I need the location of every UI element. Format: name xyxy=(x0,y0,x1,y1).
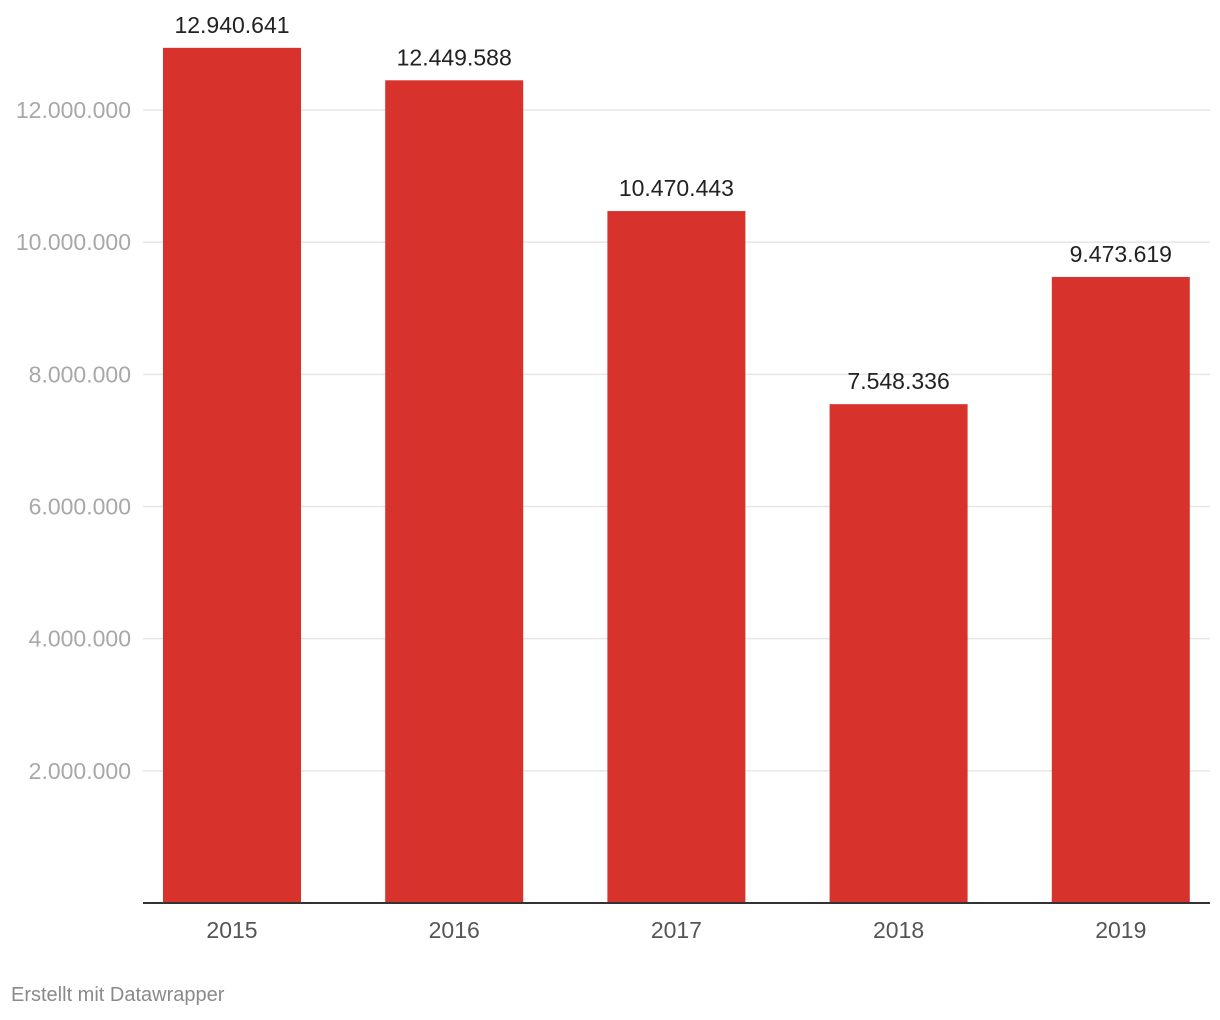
y-tick-label: 8.000.000 xyxy=(29,361,131,387)
data-labels: 12.940.641 12.449.588 10.470.443 7.548.336 9… xyxy=(174,12,1172,394)
y-tick-label: 12.000.000 xyxy=(16,97,131,123)
x-tick-label-2018: 2018 xyxy=(873,917,924,943)
x-tick-label-2015: 2015 xyxy=(206,917,257,943)
y-axis-tick-labels: 2.000.000 4.000.000 6.000.000 8.000.000 10.0… xyxy=(16,97,131,784)
bar-2016 xyxy=(385,80,524,903)
data-label-2018: 7.548.336 xyxy=(847,368,949,394)
data-label-2015: 12.940.641 xyxy=(174,12,289,38)
bar-2015 xyxy=(163,47,301,904)
x-tick-label-2016: 2016 xyxy=(429,917,480,943)
bar-2018 xyxy=(829,404,968,903)
bar-2019 xyxy=(1051,276,1190,904)
data-label-2017: 10.470.443 xyxy=(619,175,734,201)
x-tick-label-2017: 2017 xyxy=(651,917,702,943)
data-label-2019: 9.473.619 xyxy=(1070,241,1172,267)
bars xyxy=(163,47,1190,904)
x-axis-tick-labels: 2015 2016 2017 2018 2019 xyxy=(206,917,1146,943)
bar-2017 xyxy=(607,211,746,903)
y-tick-label: 10.000.000 xyxy=(16,229,131,255)
x-tick-label-2019: 2019 xyxy=(1095,917,1146,943)
datawrapper-credit: Erstellt mit Datawrapper xyxy=(11,984,225,1006)
y-tick-label: 2.000.000 xyxy=(29,758,131,784)
y-tick-label: 6.000.000 xyxy=(29,494,131,520)
y-tick-label: 4.000.000 xyxy=(29,626,131,652)
data-label-2016: 12.449.588 xyxy=(397,44,512,70)
